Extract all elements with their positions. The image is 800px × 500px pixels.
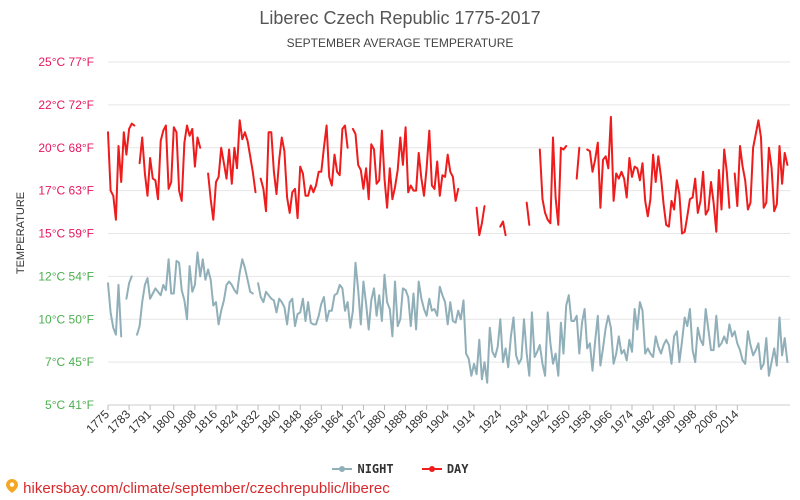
source-url: hikersbay.com/climate/september/czechrep… bbox=[23, 480, 390, 497]
day-line-icon bbox=[421, 466, 442, 472]
night-line-icon bbox=[332, 466, 353, 472]
x-tick-label: 1914 bbox=[449, 407, 478, 436]
x-tick-label: 1924 bbox=[476, 407, 505, 436]
y-tick-label: 17°C 63°F bbox=[38, 184, 94, 198]
night-series-line bbox=[107, 251, 789, 384]
legend: NIGHT DAY bbox=[0, 462, 800, 477]
x-axis: 1775178317911800180818161824183218401848… bbox=[83, 404, 790, 436]
x-tick-label: 2014 bbox=[713, 407, 742, 436]
chart-title: Liberec Czech Republic 1775-2017 bbox=[259, 8, 541, 28]
series-lines bbox=[107, 115, 789, 384]
y-tick-label: 15°C 59°F bbox=[38, 227, 94, 241]
legend-label-night: NIGHT bbox=[357, 462, 394, 476]
day-series-line bbox=[107, 115, 789, 237]
legend-item-day[interactable]: DAY bbox=[421, 462, 469, 476]
y-tick-label: 20°C 68°F bbox=[38, 141, 94, 155]
legend-label-day: DAY bbox=[446, 462, 469, 476]
y-tick-label: 10°C 50°F bbox=[38, 312, 94, 326]
gridlines bbox=[108, 61, 790, 406]
source-link[interactable]: hikersbay.com/climate/september/czechrep… bbox=[6, 479, 390, 497]
chart-subtitle: SEPTEMBER AVERAGE TEMPERATURE bbox=[286, 36, 514, 50]
y-tick-label: 5°C 41°F bbox=[45, 398, 94, 412]
y-axis: 25°C 77°F 22°C 72°F 20°C 68°F 17°C 63°F 15°C… bbox=[38, 55, 94, 412]
y-tick-label: 22°C 72°F bbox=[38, 98, 94, 112]
location-pin-icon bbox=[6, 479, 18, 493]
y-tick-label: 25°C 77°F bbox=[38, 55, 94, 69]
x-tick-label: 1791 bbox=[125, 407, 154, 436]
y-axis-label: TEMPERATURE bbox=[15, 192, 27, 274]
y-tick-label: 7°C 45°F bbox=[45, 355, 94, 369]
y-tick-label: 12°C 54°F bbox=[38, 269, 94, 283]
legend-item-night[interactable]: NIGHT bbox=[331, 462, 394, 476]
chart-svg: 25°C 77°F 22°C 72°F 20°C 68°F 17°C 63°F 15°C… bbox=[15, 55, 790, 436]
x-tick-label: 1904 bbox=[423, 407, 452, 436]
